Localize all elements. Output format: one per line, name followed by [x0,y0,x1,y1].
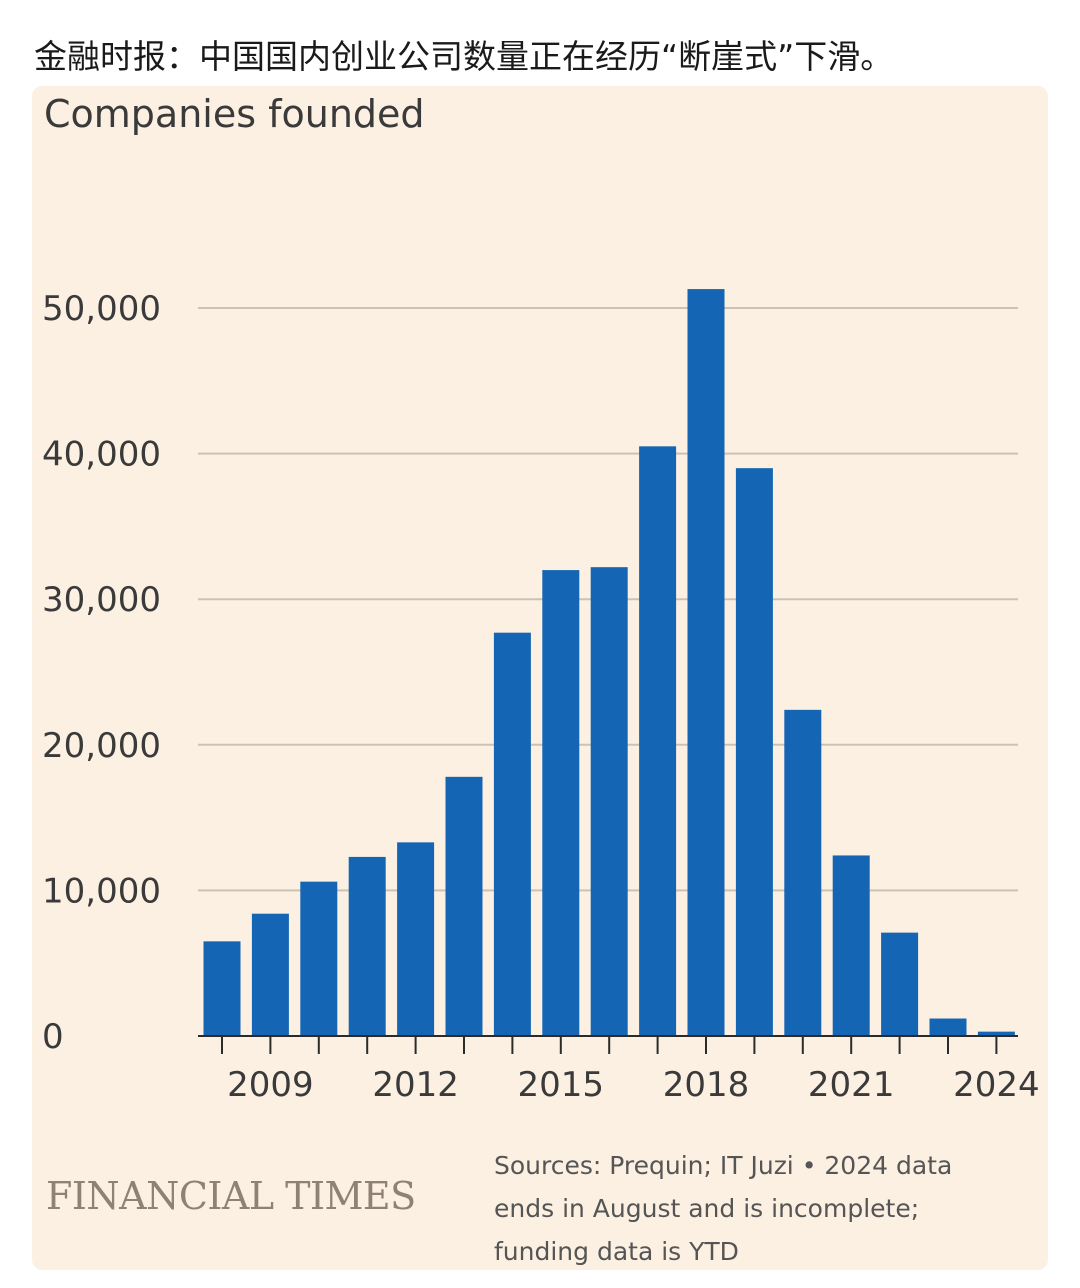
bar-2024 [977,1031,1015,1036]
financial-times-logo: FINANCIAL TIMES [46,1174,416,1218]
bar-2011 [348,856,386,1036]
x-tick-label: 2021 [808,1065,895,1105]
chart-title: Companies founded [44,92,425,136]
bars [203,289,1015,1036]
chart-card: Companies founded 0 10,000 20,000 30,000 40,… [32,86,1048,1270]
bar-2021 [832,855,870,1036]
y-tick-label: 10,000 [42,871,161,911]
headline: 金融时报：中国国内创业公司数量正在经历“断崖式”下滑。 [34,37,894,76]
y-tick-label: 20,000 [42,726,161,766]
bar-2023 [929,1018,967,1036]
x-tick-label: 2024 [953,1065,1040,1105]
bar-2014 [493,632,531,1036]
y-tick-label: 50,000 [42,289,161,329]
x-tick-label: 2012 [372,1065,459,1105]
bar-2010 [300,881,338,1036]
x-axis-labels: 2009 2012 2015 2018 2021 2024 [227,1065,1040,1105]
bar-2020 [784,709,822,1036]
x-tick-label: 2015 [518,1065,605,1105]
bar-2017 [639,446,677,1036]
source-line: Sources: Prequin; IT Juzi • 2024 data [494,1151,953,1180]
x-axis [198,1035,1018,1054]
bar-2008 [203,941,241,1036]
bar-2016 [590,567,628,1036]
bar-2009 [251,913,289,1036]
source-note: Sources: Prequin; IT Juzi • 2024 data en… [494,1144,1044,1273]
x-tick-label: 2009 [227,1065,314,1105]
y-tick-label: 40,000 [42,435,161,475]
bar-2022 [881,932,919,1036]
bar-2015 [542,570,580,1036]
x-tick-label: 2018 [663,1065,750,1105]
bar-2019 [735,468,773,1036]
bar-2013 [445,776,483,1036]
y-tick-label: 30,000 [42,580,161,620]
y-axis-labels: 0 10,000 20,000 30,000 40,000 50,000 [42,289,161,1057]
bar-2018 [687,289,725,1036]
source-line: funding data is YTD [494,1237,739,1266]
bar-chart: 0 10,000 20,000 30,000 40,000 50,000 2009 2012… [42,289,1040,1105]
y-tick-label: 0 [42,1017,64,1057]
source-line: ends in August and is incomplete; [494,1194,920,1223]
bar-2012 [397,842,435,1036]
